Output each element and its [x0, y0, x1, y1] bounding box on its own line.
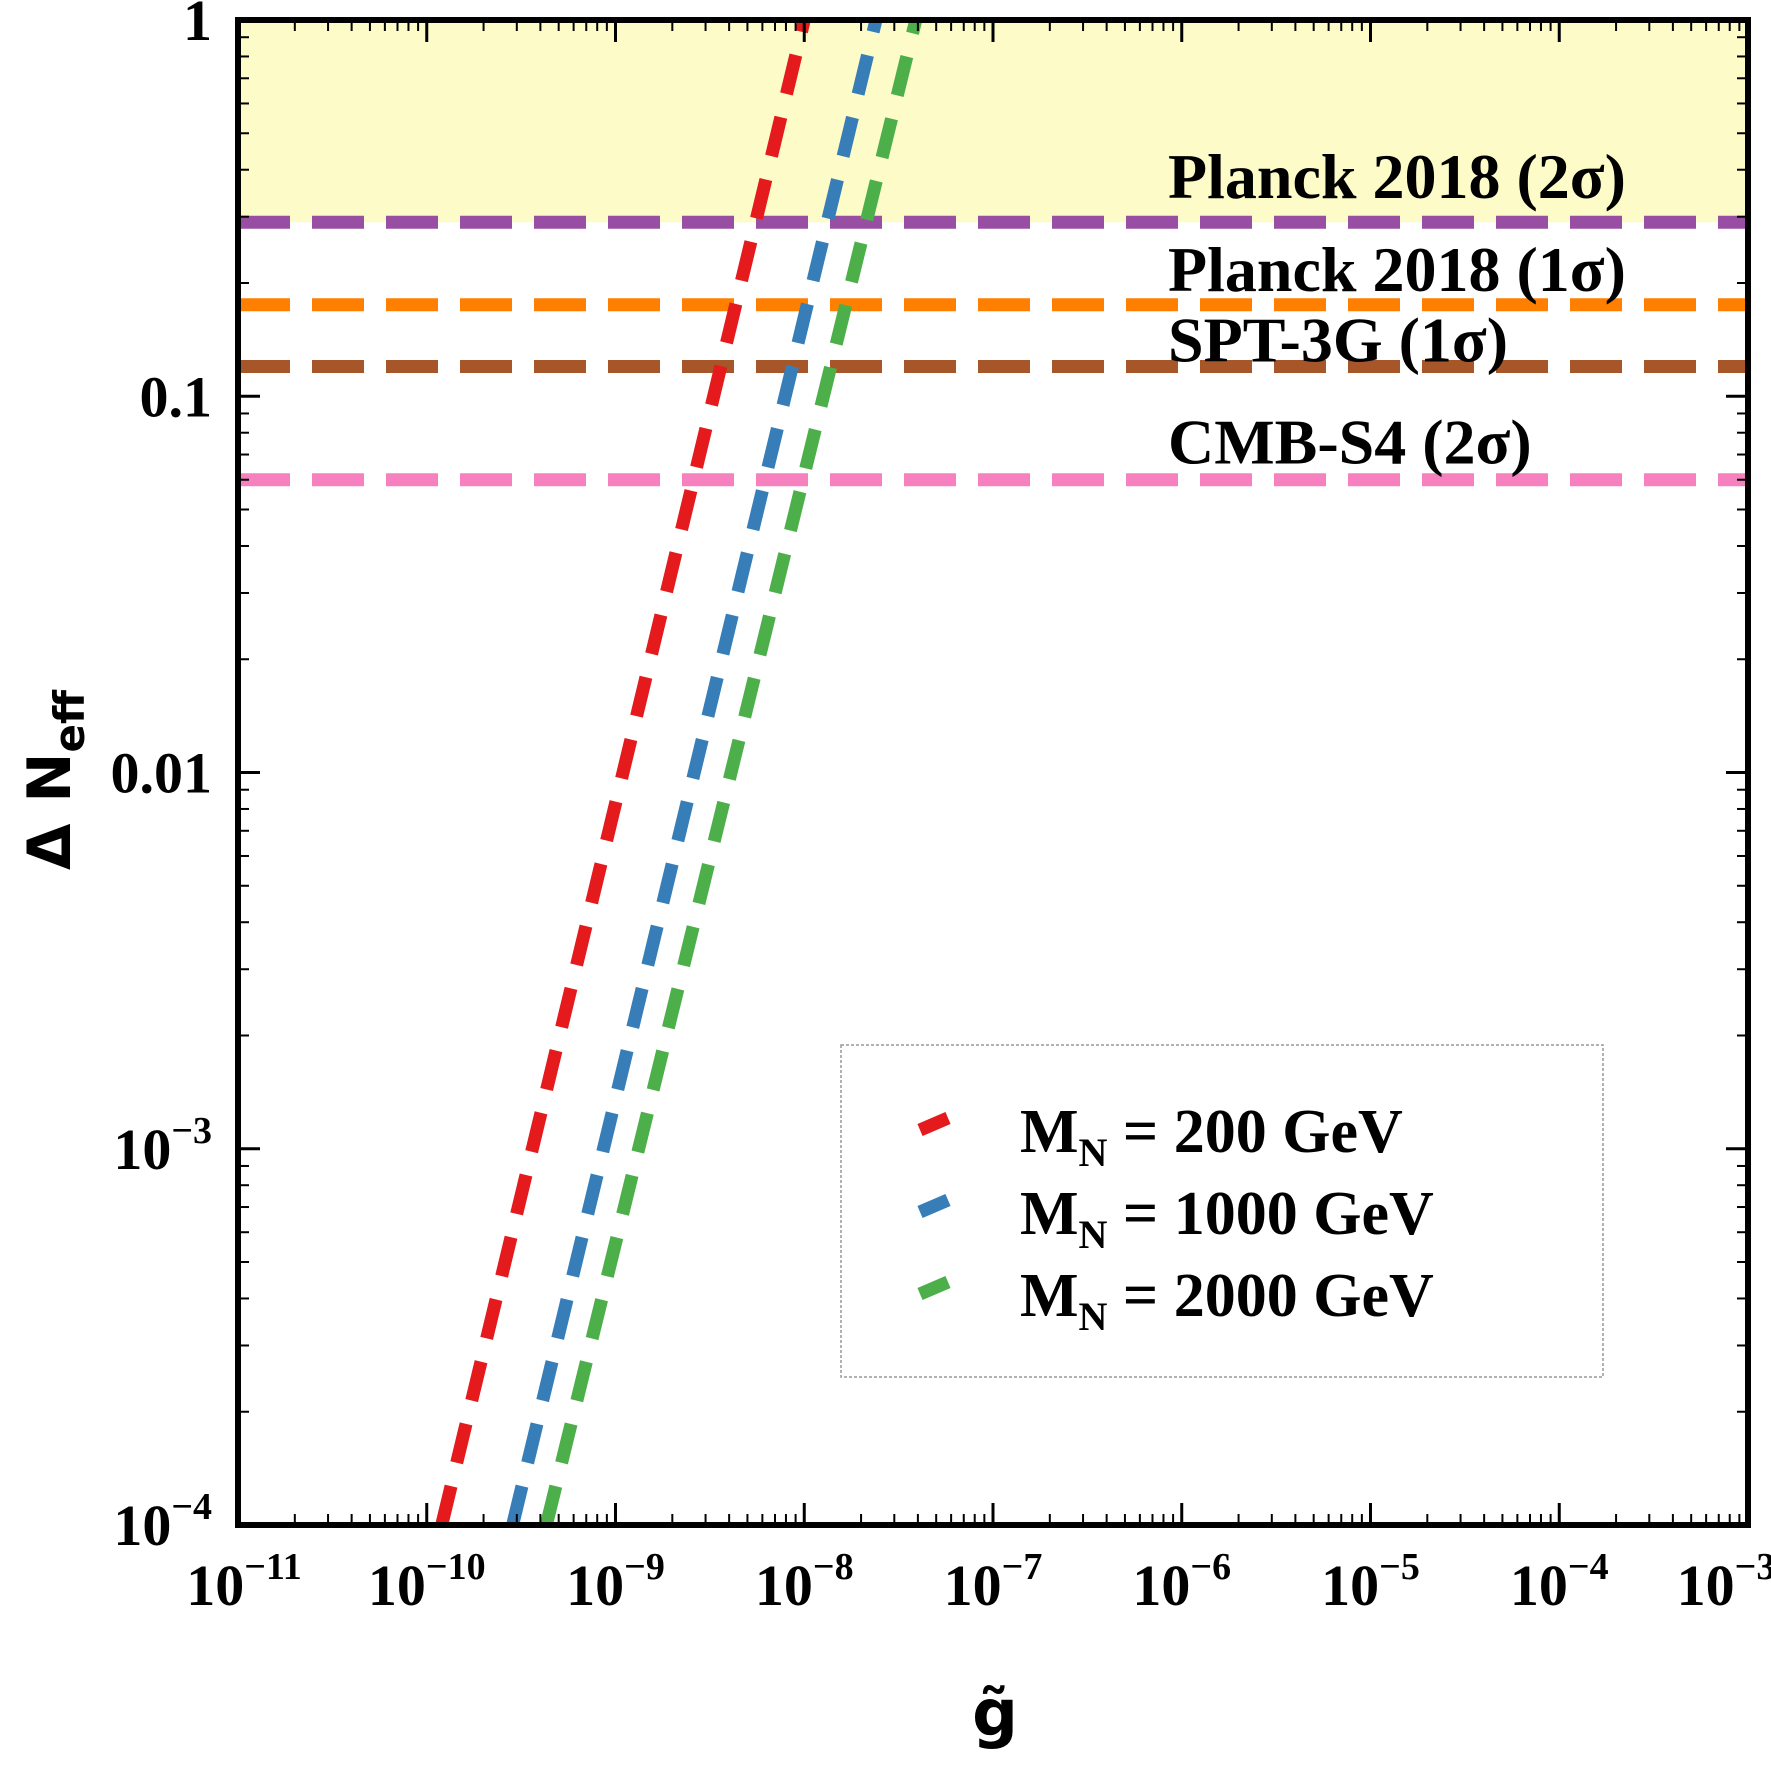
x-tick-label: 10−6: [1132, 1546, 1231, 1618]
x-tick-label-exp: −4: [1568, 1546, 1609, 1588]
legend-swatch-0: [917, 1112, 951, 1136]
y-tick-label: 0.1: [140, 364, 213, 429]
y-tick-label: 1: [183, 0, 212, 53]
y-tick-label-exp: −4: [171, 1486, 212, 1528]
legend-label-1: MN = 1000 GeV: [1020, 1180, 1434, 1257]
x-tick-label: 10−8: [755, 1546, 854, 1618]
x-tick-label-exp: −8: [813, 1546, 854, 1588]
reference-label-2: SPT-3G (1σ): [1168, 304, 1508, 375]
x-tick-label-base: 10: [1677, 1553, 1735, 1618]
y-tick-label-base: 10: [113, 1117, 171, 1182]
y-tick-label-text: 1: [183, 0, 212, 53]
x-tick-label-exp: −9: [624, 1546, 665, 1588]
legend-label-sub: N: [1079, 1130, 1108, 1175]
x-tick-label-base: 10: [186, 1553, 244, 1618]
legend-label-base: M: [1020, 1180, 1079, 1248]
reference-lines-layer: [238, 215, 1748, 487]
y-axis-label-main: Δ N: [15, 752, 85, 870]
x-tick-label-base: 10: [1132, 1553, 1190, 1618]
legend-label-rest: = 200 GeV: [1107, 1098, 1403, 1166]
y-tick-label-text: 0.1: [140, 364, 213, 429]
x-tick-label: 10−9: [566, 1546, 665, 1618]
y-tick-label: 0.01: [111, 741, 213, 806]
x-tick-label: 10−5: [1321, 1546, 1420, 1618]
x-tick-label-exp: −6: [1190, 1546, 1231, 1588]
y-tick-label-base: 10: [113, 1493, 171, 1558]
x-tick-label-exp: −7: [1002, 1546, 1043, 1588]
series-line-2: [539, 18, 923, 1527]
x-tick-label: 10−4: [1510, 1546, 1609, 1618]
legend-box: [840, 1044, 1604, 1378]
legend-label-0: MN = 200 GeV: [1020, 1098, 1403, 1175]
legend-label-base: M: [1020, 1262, 1079, 1330]
x-tick-label: 10−3: [1677, 1546, 1771, 1618]
x-tick-label: 10−7: [944, 1546, 1043, 1618]
legend-swatch-1: [917, 1194, 951, 1218]
legend-label-rest: = 1000 GeV: [1107, 1180, 1434, 1248]
y-tick-label-exp: −3: [171, 1110, 212, 1152]
reference-label-0: Planck 2018 (2σ): [1168, 141, 1626, 212]
x-tick-label-base: 10: [1510, 1553, 1568, 1618]
x-tick-label-exp: −10: [426, 1546, 486, 1588]
legend-label-sub: N: [1079, 1212, 1108, 1257]
x-tick-label-base: 10: [368, 1553, 426, 1618]
y-tick-label-text: 0.01: [111, 741, 213, 806]
legend-label-rest: = 2000 GeV: [1107, 1262, 1434, 1330]
y-axis-label-sub: eff: [45, 689, 94, 752]
axes-layer: 10−11 10−10 10−9 10−8 10−7 10−6 10−5 10−4 10−310…: [111, 0, 1771, 1618]
series-line-1: [506, 18, 883, 1527]
x-tick-label-exp: −3: [1735, 1546, 1771, 1588]
legend-swatch-2: [917, 1276, 951, 1300]
legend-label-sub: N: [1079, 1294, 1108, 1339]
legend-label-base: M: [1020, 1098, 1079, 1166]
x-tick-label-base: 10: [944, 1553, 1002, 1618]
excluded-region-layer: [238, 20, 1748, 223]
x-tick-label: 10−11: [186, 1546, 302, 1618]
x-tick-label-base: 10: [566, 1553, 624, 1618]
x-tick-label: 10−10: [368, 1546, 486, 1618]
y-axis-label: Δ Neff: [15, 689, 94, 870]
legend-label-2: MN = 2000 GeV: [1020, 1262, 1434, 1339]
reference-labels-layer: Planck 2018 (2σ) Planck 2018 (1σ)SPT-3G (…: [1168, 141, 1626, 477]
x-tick-label-base: 10: [755, 1553, 813, 1618]
reference-label-1: Planck 2018 (1σ): [1168, 234, 1626, 305]
y-tick-label: 10−4: [113, 1486, 212, 1558]
reference-label-3: CMB-S4 (2σ): [1168, 406, 1532, 477]
x-tick-label-exp: −11: [244, 1546, 302, 1588]
x-tick-label-exp: −5: [1379, 1546, 1420, 1588]
series-layer: [435, 18, 923, 1527]
series-line-0: [435, 18, 811, 1527]
y-tick-label: 10−3: [113, 1110, 212, 1182]
x-axis-label: g̃: [972, 1677, 1018, 1751]
x-tick-label-base: 10: [1321, 1553, 1379, 1618]
excluded-region: [238, 20, 1748, 223]
